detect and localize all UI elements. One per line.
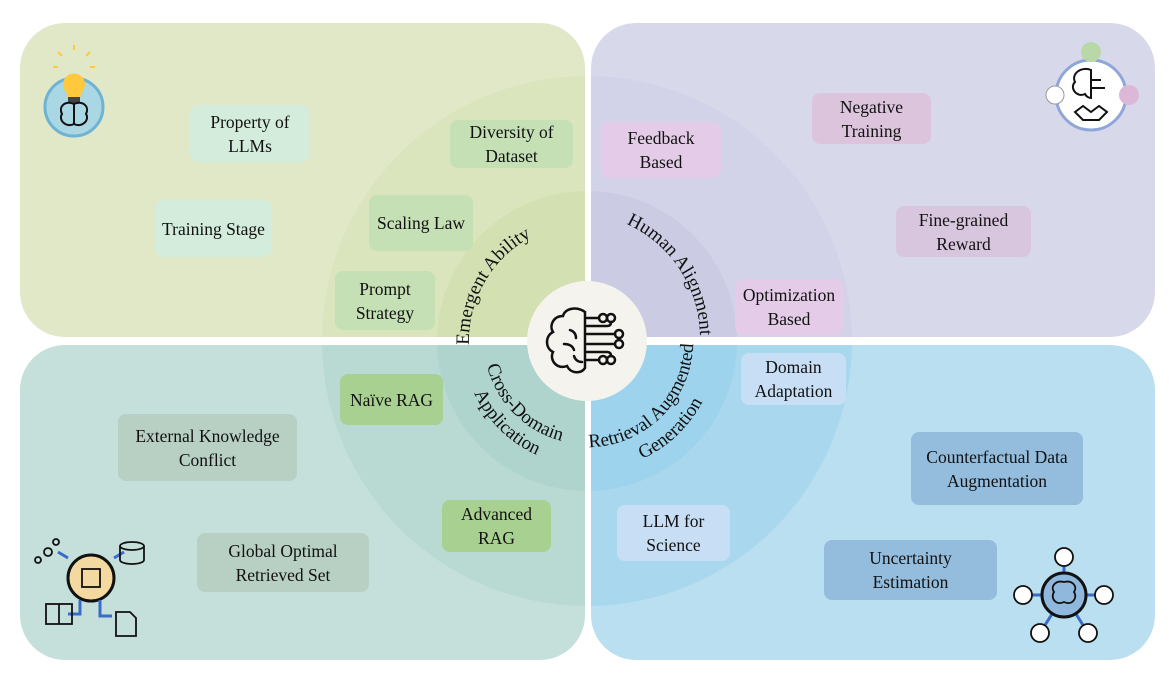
brain-hub-icon [1013, 547, 1114, 643]
box-llm-for-science: LLM for Science [617, 505, 730, 561]
brain-circuit-icon [545, 307, 625, 374]
box-property-of-llms: Property of LLMs [190, 105, 310, 162]
box-negative-training: Negative Training [812, 93, 931, 144]
box-domain-adaptation: Domain Adaptation [741, 353, 846, 405]
box-naive-rag: Naïve RAG [340, 374, 443, 425]
box-uncertainty-estimation: Uncertainty Estimation [824, 540, 997, 600]
box-optimization-based: Optimization Based [735, 279, 843, 335]
box-scaling-law: Scaling Law [369, 195, 473, 251]
brain-ethics-icon [1045, 42, 1139, 132]
box-counterfactual-data-augmentation: Counterfactual Data Augmentation [911, 432, 1083, 505]
brain-chip-network-icon [34, 538, 145, 637]
box-fine-grained-reward: Fine-grained Reward [896, 206, 1031, 257]
center-circle [527, 281, 647, 401]
box-feedback-based: Feedback Based [601, 122, 721, 178]
box-training-stage: Training Stage [155, 200, 272, 257]
box-advanced-rag: Advanced RAG [442, 500, 551, 552]
box-prompt-strategy: Prompt Strategy [335, 271, 435, 330]
box-global-optimal-retrieved-set: Global Optimal Retrieved Set [197, 533, 369, 592]
lightbulb-brain-icon [43, 45, 105, 138]
box-diversity-of-dataset: Diversity of Dataset [450, 120, 573, 168]
box-external-knowledge-conflict: External Knowledge Conflict [118, 414, 297, 481]
